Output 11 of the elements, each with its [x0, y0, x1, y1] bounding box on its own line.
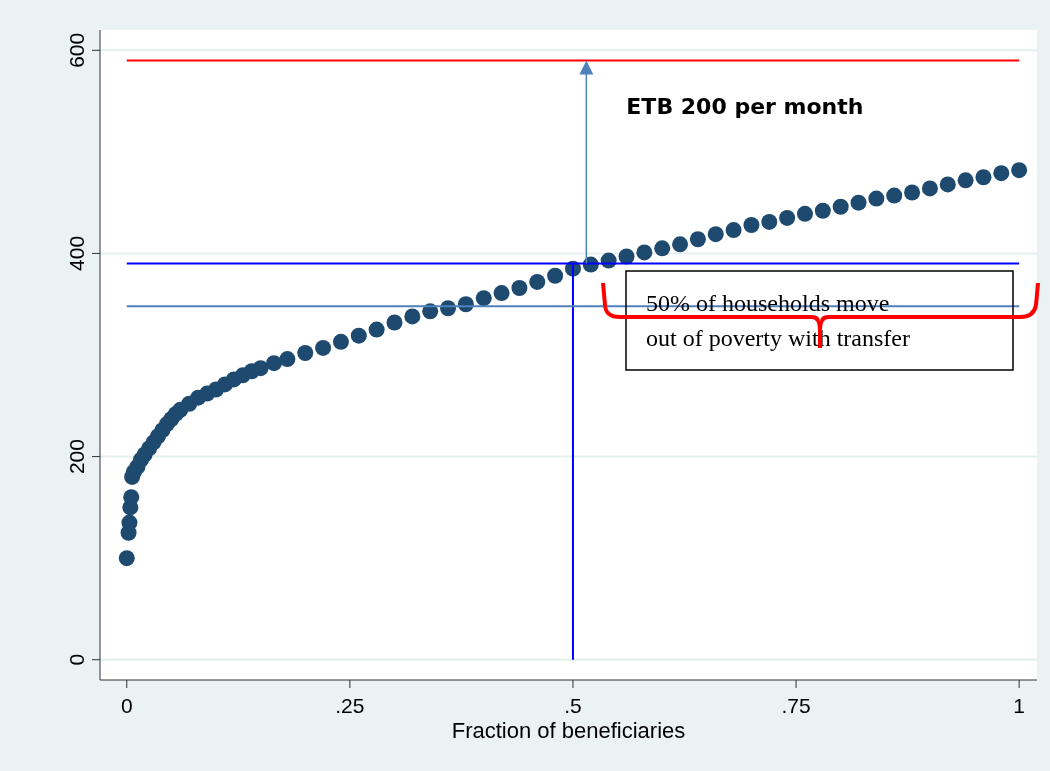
- y-tick-label: 200: [65, 439, 88, 475]
- y-tick-label: 600: [65, 32, 88, 68]
- x-tick-label: 0: [120, 694, 133, 717]
- annotation: ETB 200 per month: [626, 94, 864, 120]
- x-axis-title: Fraction of beneficiaries: [451, 718, 686, 743]
- x-tick-label: .5: [564, 694, 582, 717]
- y-tick-label: 400: [65, 235, 88, 271]
- y-tick-label: 0: [65, 653, 88, 666]
- x-tick-label: 1: [1013, 694, 1025, 717]
- x-tick-label: .25: [335, 694, 365, 717]
- x-tick-label: .75: [781, 694, 811, 717]
